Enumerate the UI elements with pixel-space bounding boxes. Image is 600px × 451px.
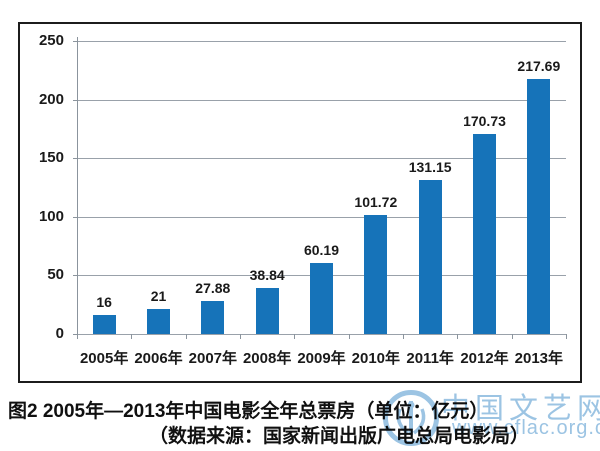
watermark: 中国文艺网 www.cflac.org.cn (380, 384, 600, 451)
watermark-site-url: www.cflac.org.cn (452, 417, 600, 439)
watermark-site-name: 中国文艺网 (441, 393, 600, 425)
cflac-logo-icon (383, 390, 439, 446)
chart-frame (18, 22, 582, 383)
figure-caption-line1: 图2 2005年—2013年中国电影全年总票房（单位：亿元） (8, 401, 489, 422)
